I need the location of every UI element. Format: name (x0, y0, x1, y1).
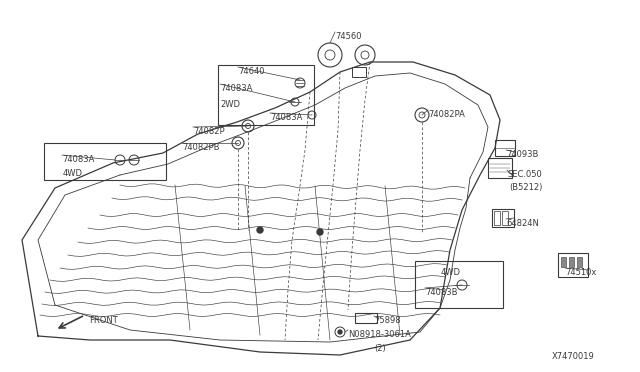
Bar (561, 257, 566, 267)
Text: 64824N: 64824N (506, 219, 539, 228)
Text: N08918-3061A: N08918-3061A (348, 330, 411, 339)
Text: 74093B: 74093B (506, 150, 538, 159)
Text: 74083A: 74083A (220, 84, 252, 93)
Circle shape (338, 330, 342, 334)
Text: 74082PA: 74082PA (428, 110, 465, 119)
Text: 74083B: 74083B (425, 288, 458, 297)
Text: 4WD: 4WD (63, 169, 83, 178)
Bar (577, 257, 582, 267)
Text: 74640: 74640 (238, 67, 264, 76)
Text: (2): (2) (374, 344, 386, 353)
Bar (502, 211, 508, 225)
Text: (B5212): (B5212) (509, 183, 542, 192)
Text: 74083A: 74083A (62, 155, 94, 164)
Bar (492, 209, 514, 227)
Text: 2WD: 2WD (220, 100, 240, 109)
Text: 75898: 75898 (374, 316, 401, 325)
Text: 4WD: 4WD (441, 268, 461, 277)
Text: 74082P: 74082P (193, 127, 225, 136)
Bar (494, 211, 500, 225)
Circle shape (257, 227, 263, 233)
Text: 74560: 74560 (335, 32, 362, 41)
Bar (495, 140, 515, 156)
Bar (355, 313, 377, 323)
Text: 74510x: 74510x (565, 268, 596, 277)
Circle shape (317, 229, 323, 235)
Text: FRONT: FRONT (89, 316, 118, 325)
Bar (558, 253, 588, 277)
Bar (44, 143, 166, 180)
Text: 74083A: 74083A (270, 113, 302, 122)
Text: 74082PB: 74082PB (182, 143, 220, 152)
Bar (415, 261, 503, 308)
Bar (488, 158, 512, 178)
Text: X7470019: X7470019 (552, 352, 595, 361)
Bar (218, 65, 314, 125)
Bar (352, 67, 366, 77)
Text: SEC.050: SEC.050 (507, 170, 541, 179)
Bar (569, 257, 574, 267)
